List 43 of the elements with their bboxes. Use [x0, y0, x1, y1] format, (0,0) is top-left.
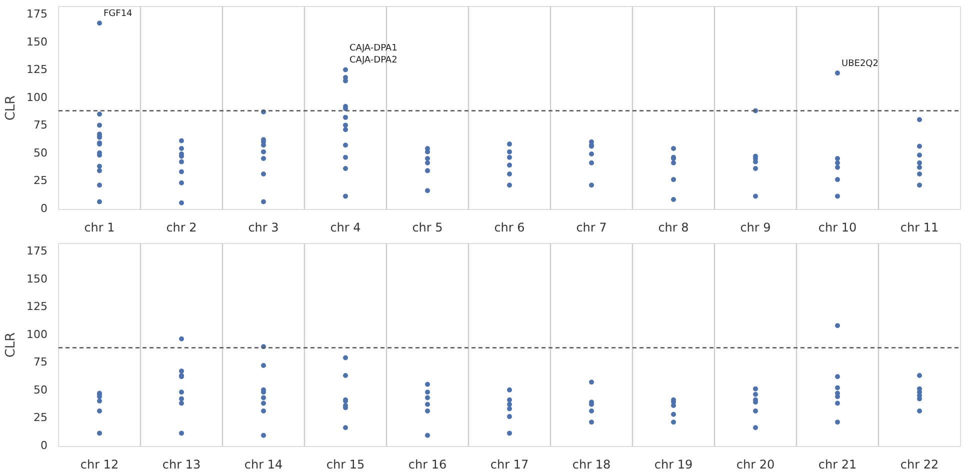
x-tick-label: chr 10	[818, 220, 857, 234]
y-tick-label: 175	[26, 8, 48, 21]
y-tick-label: 0	[40, 202, 48, 215]
y-axis-title: CLR	[4, 95, 19, 121]
y-tick-label: 175	[26, 244, 48, 258]
x-tick-label: chr 17	[490, 458, 529, 472]
x-tick-label: chr 16	[408, 458, 447, 472]
annotation: FGF14	[104, 9, 133, 20]
x-tick-label: chr 21	[818, 458, 857, 472]
x-tick-label: chr 5	[412, 220, 443, 234]
annotation: CAJA-DPA1 CAJA-DPA2	[350, 44, 398, 66]
y-tick-label: 100	[26, 328, 48, 341]
y-tick-label: 25	[34, 174, 48, 188]
x-tick-label: chr 7	[576, 220, 607, 234]
y-tick-label: 25	[34, 411, 48, 424]
x-tick-label: chr 19	[654, 458, 693, 472]
x-tick-label: chr 15	[326, 458, 365, 472]
x-tick-label: chr 11	[900, 220, 939, 234]
annotation: UBE2Q2	[842, 59, 878, 70]
y-tick-label: 0	[40, 438, 48, 452]
x-tick-label: chr 13	[162, 458, 201, 472]
x-tick-label: chr 6	[494, 220, 525, 234]
x-tick-label: chr 20	[736, 458, 775, 472]
y-tick-label: 75	[34, 118, 48, 132]
y-tick-label: 75	[34, 356, 48, 369]
y-tick-label: 125	[26, 63, 48, 76]
y-tick-label: 50	[34, 383, 48, 396]
y-tick-label: 150	[26, 272, 48, 286]
x-tick-label: chr 22	[900, 458, 939, 472]
x-tick-label: chr 8	[658, 220, 689, 234]
x-tick-label: chr 3	[248, 220, 279, 234]
x-tick-label: chr 18	[572, 458, 611, 472]
x-tick-label: chr 1	[84, 220, 115, 234]
y-tick-label: 50	[34, 146, 48, 160]
y-axis-title: CLR	[4, 332, 19, 358]
y-tick-label: 100	[26, 90, 48, 104]
x-tick-label: chr 9	[740, 220, 771, 234]
x-tick-label: chr 12	[80, 458, 119, 472]
x-tick-label: chr 2	[166, 220, 197, 234]
y-tick-label: 150	[26, 35, 48, 48]
x-tick-label: chr 14	[244, 458, 283, 472]
y-tick-label: 125	[26, 300, 48, 314]
x-tick-label: chr 4	[330, 220, 361, 234]
